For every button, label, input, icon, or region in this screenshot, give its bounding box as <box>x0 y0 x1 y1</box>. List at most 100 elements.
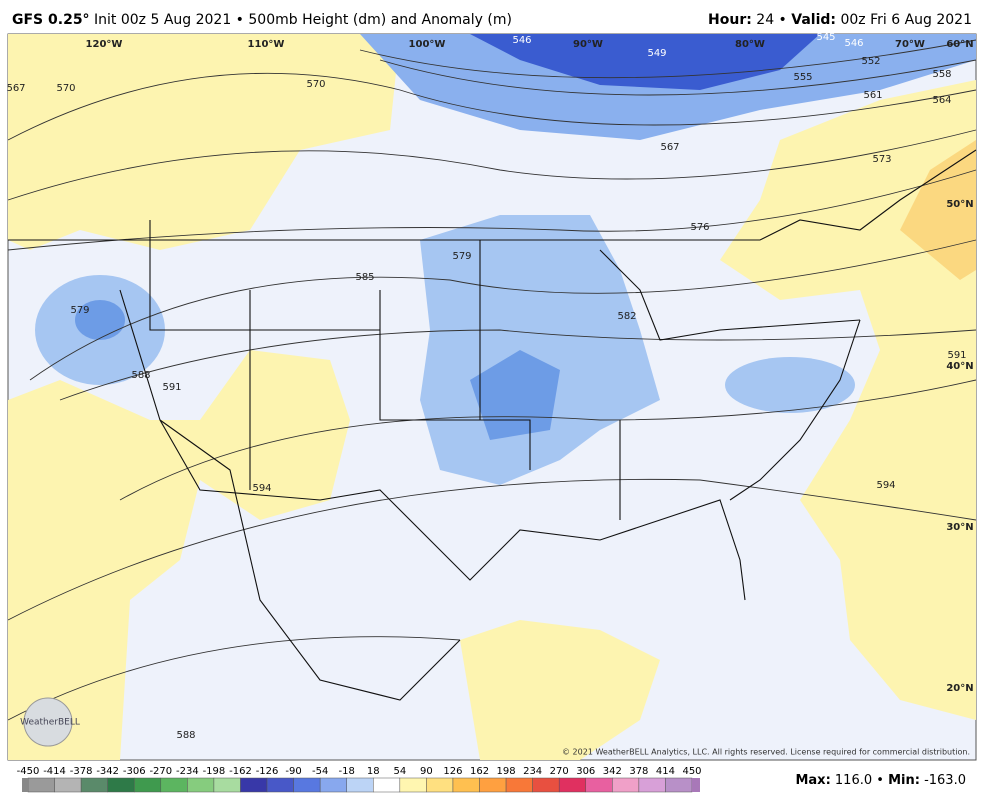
lon-label: 70°W <box>895 39 925 50</box>
colorbar-tick-label: 378 <box>629 766 648 777</box>
colorbar-tick-label: -18 <box>339 766 355 777</box>
contour-label: 588 <box>176 730 195 741</box>
contours <box>7 39 977 721</box>
colorbar-tick-label: 234 <box>523 766 542 777</box>
colorbar-swatch <box>638 777 666 793</box>
model: GFS 0.25° <box>12 12 90 28</box>
colorbar-swatch <box>187 777 215 793</box>
colorbar-swatch <box>213 777 241 793</box>
lat-label: 50°N <box>946 199 973 210</box>
colorbar: -450 -414 -378 -342 -306 -270 -234 -198 -162 -126… <box>17 766 702 793</box>
anomaly-yellow <box>8 350 350 760</box>
anomaly-yellow <box>8 34 400 250</box>
colorbar-tick-label: -126 <box>256 766 279 777</box>
logo: WeatherBELL <box>20 718 80 728</box>
colorbar-swatch <box>665 777 693 793</box>
colorbar-end <box>692 778 700 792</box>
colorbar-swatch <box>107 777 135 793</box>
lat-label: 20°N <box>946 683 973 694</box>
lon-label: 100°W <box>409 39 446 50</box>
colorbar-tick-label: -234 <box>176 766 199 777</box>
contour-label: 558 <box>932 69 951 80</box>
colorbar-tick-label: 54 <box>393 766 406 777</box>
contour-label: 552 <box>861 56 880 67</box>
colorbar-swatch <box>612 777 640 793</box>
contour-label: 567 <box>660 142 679 153</box>
contour-label: 567 <box>6 83 25 94</box>
colorbar-tick-label: -306 <box>123 766 146 777</box>
colorbar-swatch <box>479 777 507 793</box>
colorbar-swatch <box>266 777 294 793</box>
colorbar-swatch <box>27 777 55 793</box>
anomaly-yellow <box>460 620 660 760</box>
contour-label: 591 <box>162 382 181 393</box>
lat-label: 40°N <box>946 361 973 372</box>
colorbar-tick-label: 162 <box>470 766 489 777</box>
header-left: GFS 0.25° Init 00z 5 Aug 2021 • 500mb He… <box>12 12 512 28</box>
colorbar-tick-label: 90 <box>420 766 433 777</box>
init: Init 00z 5 Aug 2021 • 500mb Height (dm) … <box>94 12 512 28</box>
contour-label: 585 <box>355 272 374 283</box>
contour-label: 561 <box>863 90 882 101</box>
contour-label: 564 <box>932 95 951 106</box>
anomaly-blue <box>725 357 855 413</box>
borders <box>8 149 977 701</box>
lat-label: 60°N <box>946 39 973 50</box>
colorbar-tick-label: -414 <box>43 766 66 777</box>
colorbar-swatch <box>80 777 108 793</box>
contour-label: 546 <box>512 35 531 46</box>
colorbar-swatch <box>240 777 268 793</box>
valid-label: Valid: <box>791 12 836 28</box>
colorbar-swatch <box>558 777 587 793</box>
anomaly-blue <box>75 300 125 340</box>
colorbar-swatch <box>426 777 454 793</box>
colorbar-swatch <box>585 777 613 793</box>
lat-label: 30°N <box>946 522 973 533</box>
contour-label: 555 <box>793 72 812 83</box>
contour-label: 594 <box>876 480 895 491</box>
hour-label: Hour: <box>708 12 752 28</box>
contour-label: 579 <box>70 305 89 316</box>
colorbar-tick-label: 306 <box>576 766 595 777</box>
colorbar-swatch <box>160 777 188 793</box>
lon-label: 110°W <box>248 39 285 50</box>
contour-label: 582 <box>617 311 636 322</box>
colorbar-tick-label: 18 <box>367 766 380 777</box>
footer: Max: 116.0 • Min: -163.0 <box>795 773 966 788</box>
colorbar-swatch <box>505 777 533 793</box>
colorbar-swatch <box>293 777 321 793</box>
logo-badge <box>23 697 73 747</box>
colorbar-swatch <box>133 777 162 793</box>
colorbar-swatch <box>399 777 427 793</box>
contour-label: 549 <box>647 48 666 59</box>
colorbar-tick-label: -378 <box>70 766 93 777</box>
colorbar-tick-label: 198 <box>497 766 516 777</box>
contour-label: 570 <box>306 79 325 90</box>
colorbar-swatch <box>346 777 374 793</box>
contour-label: 546 <box>844 38 863 49</box>
colorbar-tick-label: 126 <box>443 766 462 777</box>
copyright: © 2021 WeatherBELL Analytics, LLC. All r… <box>562 748 970 757</box>
anomaly-deep-blue <box>470 34 820 90</box>
colorbar-end <box>22 778 28 792</box>
colorbar-swatch <box>54 777 82 793</box>
colorbar-swatch <box>319 777 347 793</box>
contour-label: 591 <box>947 350 966 361</box>
contour-label: 576 <box>690 222 709 233</box>
colorbar-tick-label: -90 <box>285 766 301 777</box>
min: -163.0 <box>924 773 966 788</box>
contour-label: 579 <box>452 251 471 262</box>
min-label: Min: <box>888 773 920 788</box>
max: 116.0 • <box>835 773 884 788</box>
colorbar-tick-label: -198 <box>203 766 226 777</box>
hour: 24 • <box>756 12 787 28</box>
colorbar-tick-label: -162 <box>229 766 252 777</box>
colorbar-tick-label: 270 <box>550 766 569 777</box>
contour-label: 545 <box>816 32 835 43</box>
colorbar-tick-label: 414 <box>656 766 675 777</box>
max-label: Max: <box>795 773 830 788</box>
contour-label: 573 <box>872 154 891 165</box>
colorbar-tick-label: -450 <box>17 766 40 777</box>
colorbar-swatch <box>532 777 560 793</box>
